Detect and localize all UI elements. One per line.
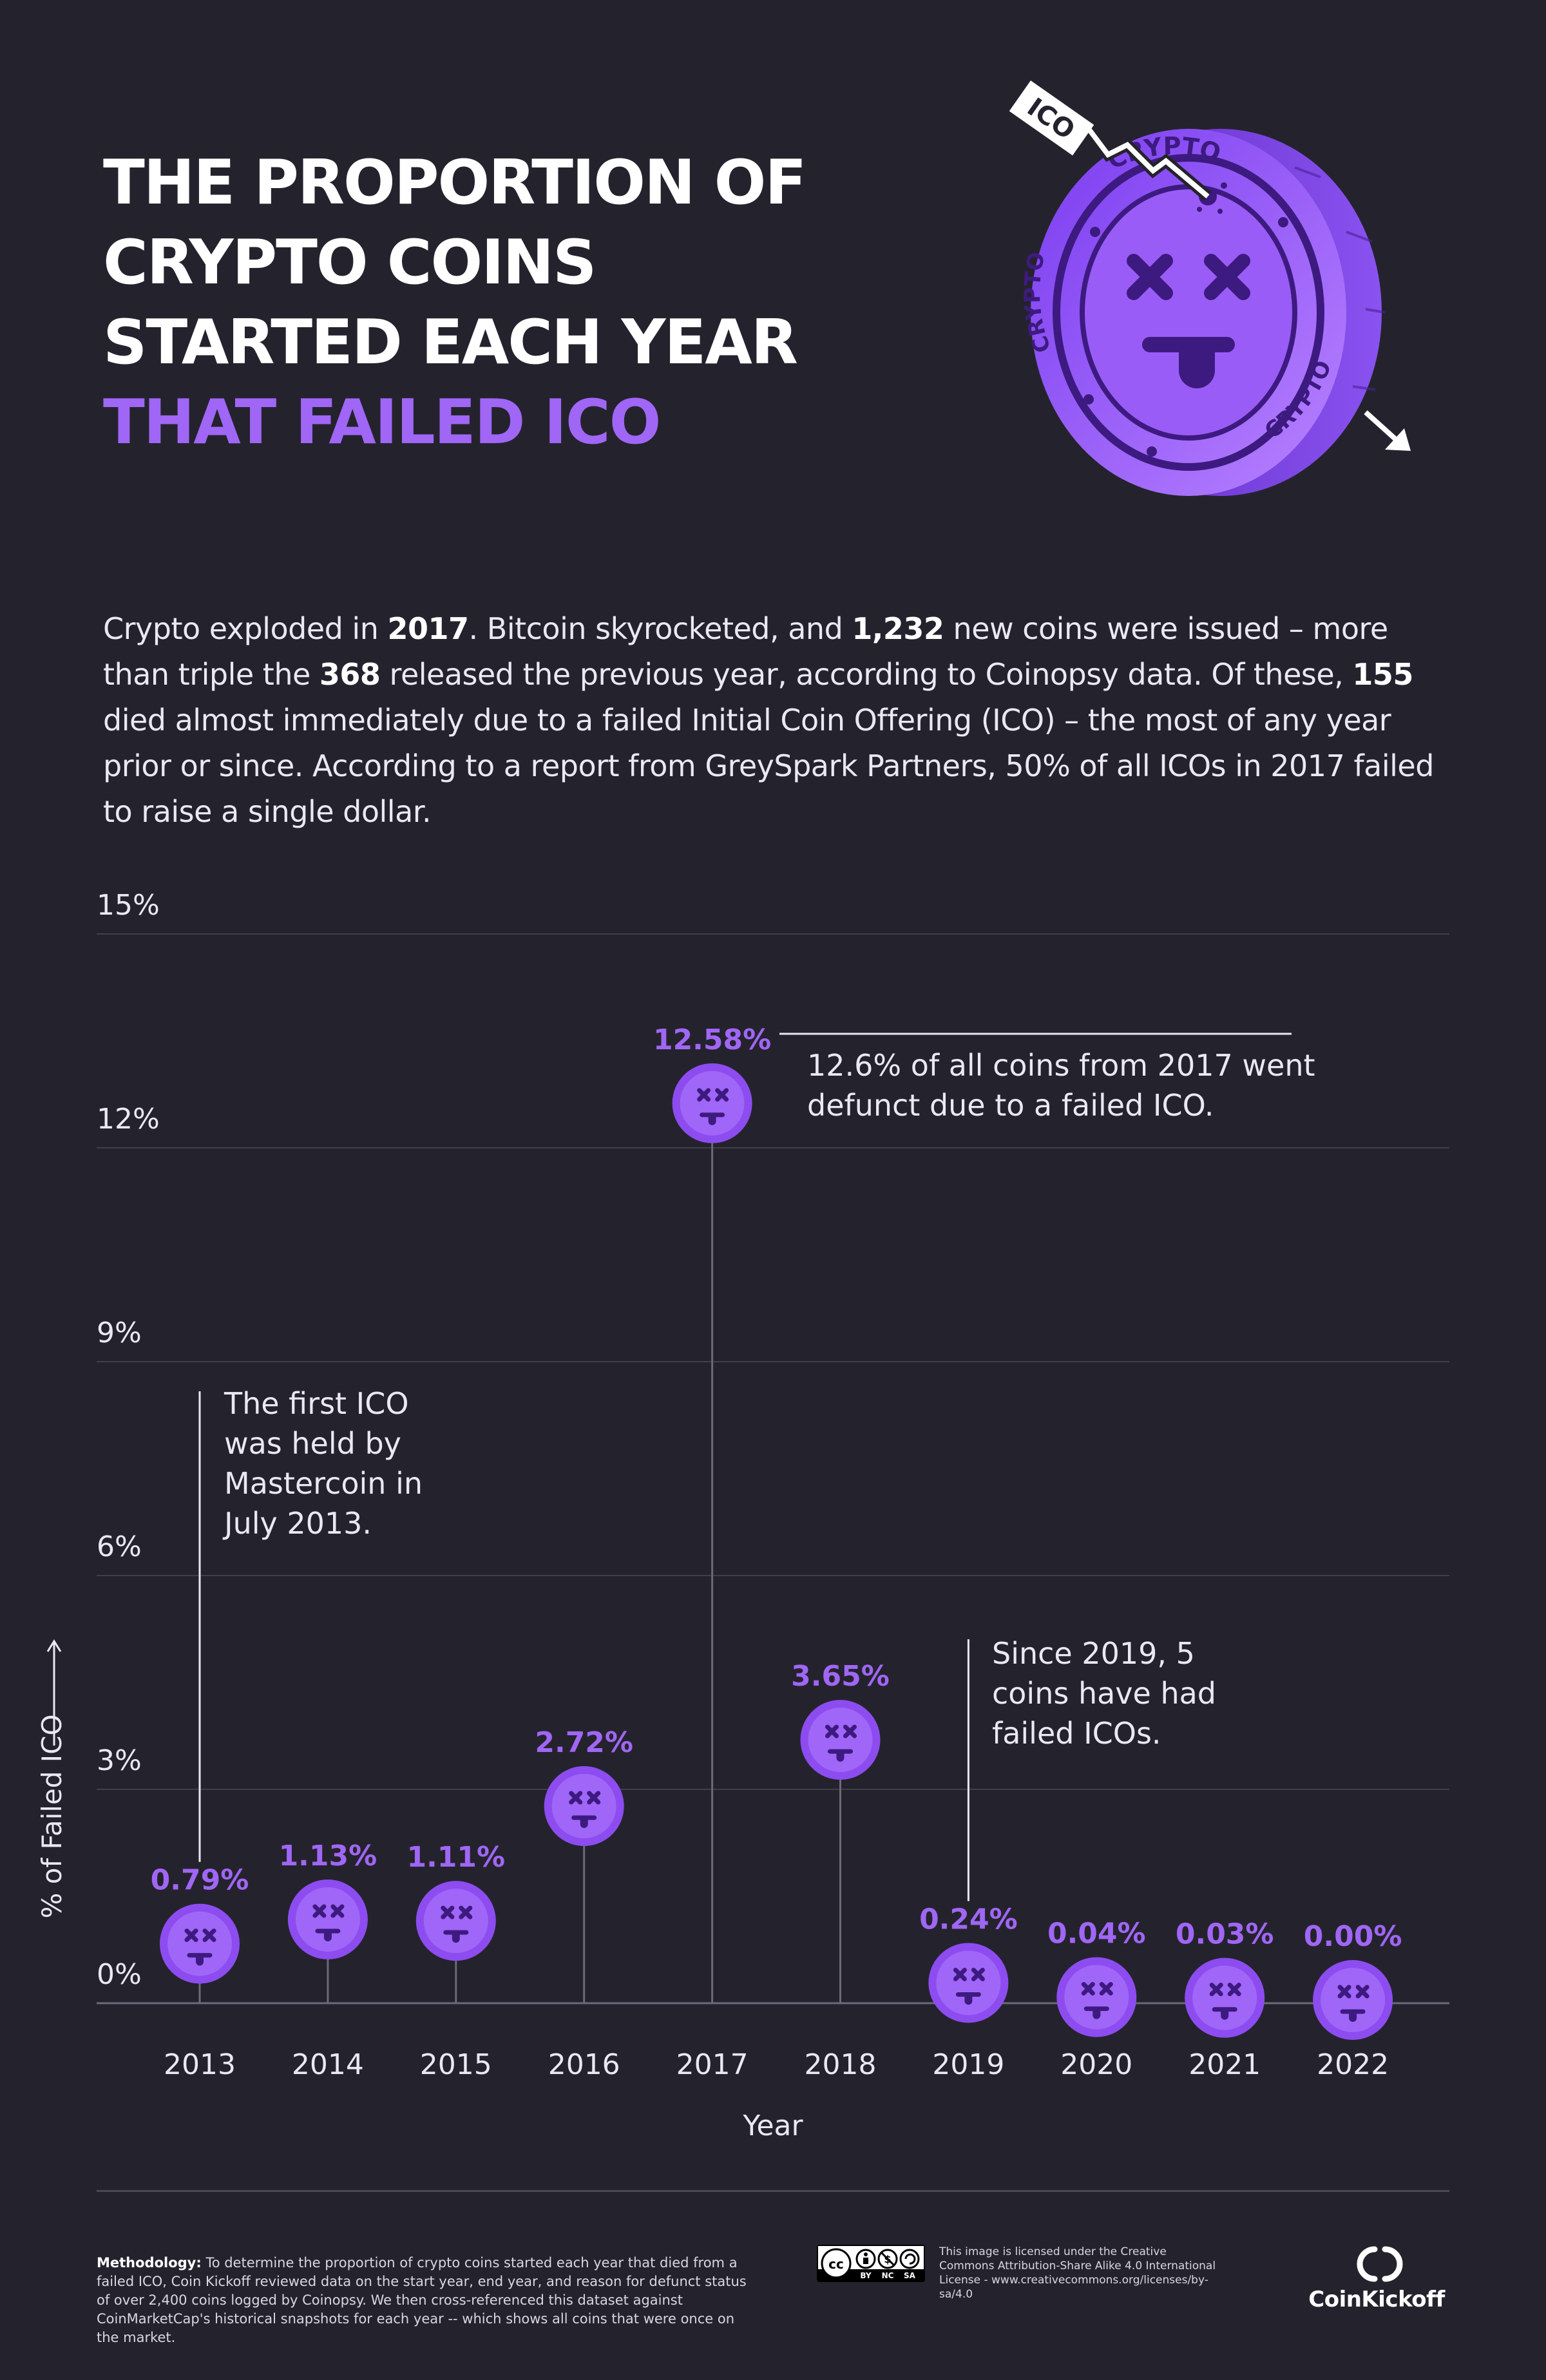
- y-axis-arrow-head-icon: [46, 1639, 62, 1652]
- data-point-face: [808, 1708, 873, 1773]
- tongue-icon: [1093, 2008, 1101, 2019]
- annotation-text: was held by: [224, 1426, 401, 1461]
- annotation-text: failed ICOs.: [992, 1716, 1161, 1751]
- page-title: THE PROPORTION OF CRYPTO COINS STARTED E…: [103, 143, 940, 462]
- methodology-note: Methodology: To determine the proportion…: [97, 2254, 754, 2347]
- license-block: cc $ BY NC SA This image is licensed und…: [817, 2245, 1216, 2301]
- brand-logo[interactable]: CoinKickoff: [1303, 2242, 1451, 2312]
- title-line-4: THAT FAILED ICO: [103, 387, 661, 458]
- data-point-face: [936, 1950, 1001, 2015]
- data-point-face: [680, 1071, 745, 1136]
- intro-text-1: Crypto exploded in: [103, 611, 388, 646]
- intro-paragraph: Crypto exploded in 2017. Bitcoin skyrock…: [103, 606, 1462, 835]
- y-axis-label: % of Failed ICO: [36, 1714, 68, 1918]
- dead-face-icon: [184, 1928, 216, 1958]
- x-tick-label: 2019: [932, 2048, 1004, 2081]
- y-tick-label: 15%: [97, 889, 160, 922]
- tongue-icon: [452, 1932, 460, 1943]
- x-tick-label: 2017: [676, 2048, 749, 2081]
- brand-name: CoinKickoff: [1308, 2287, 1445, 2312]
- tongue-icon: [708, 1114, 716, 1125]
- x-tick-label: 2020: [1060, 2048, 1132, 2081]
- tongue-icon: [580, 1817, 588, 1828]
- intro-bold-died: 155: [1352, 657, 1413, 692]
- falling-ico-arrow-icon: ICO: [1009, 81, 1411, 451]
- title-line-3: STARTED EACH YEAR: [103, 307, 798, 378]
- by-badge-text: BY: [860, 2271, 871, 2280]
- annotation-text: Mastercoin in: [224, 1466, 423, 1501]
- failed-ico-chart: 0% 3% 6% 9% 12% 15% % of Failed ICO Year The fir…: [36, 889, 1449, 2142]
- x-tick-label: 2016: [548, 2048, 620, 2081]
- x-tick-label: 2022: [1317, 2048, 1389, 2081]
- intro-text-3: new coins were issued – more than triple…: [103, 611, 1388, 692]
- x-tick-label: 2021: [1188, 2048, 1261, 2081]
- annotation-text: 12.6% of all coins from 2017 went: [807, 1048, 1315, 1083]
- annotation-text: July 2013.: [222, 1506, 372, 1541]
- y-tick-label: 6%: [97, 1530, 142, 1563]
- x-tick-label: 2015: [420, 2048, 492, 2081]
- intro-text-4: released the previous year, according to…: [380, 657, 1353, 692]
- data-label: 2.72%: [535, 1726, 633, 1759]
- data-point-face: [1321, 1968, 1386, 2032]
- title-line-2: CRYPTO COINS: [103, 227, 596, 298]
- tongue-icon: [1221, 2009, 1229, 2020]
- intro-bold-new-coins: 1,232: [852, 611, 944, 646]
- sa-icon: [899, 2249, 920, 2269]
- data-point-face: [1064, 1965, 1129, 2030]
- data-label: 3.65%: [791, 1660, 890, 1693]
- data-label: 0.00%: [1304, 1920, 1402, 1953]
- data-label: 0.03%: [1176, 1918, 1274, 1951]
- methodology-label: Methodology:: [97, 2255, 202, 2271]
- data-label: 1.13%: [279, 1840, 377, 1872]
- dead-face-icon: [1209, 1983, 1241, 2012]
- y-tick-label: 3%: [97, 1744, 142, 1777]
- y-tick-label: 0%: [97, 1958, 142, 1991]
- annotation-text: Since 2019, 5: [992, 1636, 1195, 1671]
- cc-badge-text: cc: [828, 2256, 844, 2272]
- tongue-icon: [196, 1955, 204, 1966]
- data-label: 0.79%: [151, 1864, 249, 1897]
- dead-face-icon: [1081, 1982, 1113, 2012]
- sa-badge-text: SA: [904, 2271, 916, 2280]
- intro-text-5: died almost immediately due to a failed …: [103, 703, 1434, 829]
- title-line-1: THE PROPORTION OF: [103, 148, 806, 218]
- x-axis-label: Year: [742, 2109, 803, 2142]
- cc-by-nc-sa-badge[interactable]: cc $ BY NC SA: [817, 2245, 925, 2282]
- dead-coin-illustration: CRYPTO CRYPTO CRYPTO ICO: [1009, 81, 1411, 496]
- footer-divider: [97, 2190, 1449, 2192]
- y-tick-label: 12%: [97, 1103, 160, 1136]
- tongue-icon: [1349, 2012, 1357, 2022]
- data-point-face: [1192, 1965, 1257, 2030]
- data-point-face: [295, 1887, 360, 1952]
- data-label: 1.11%: [406, 1841, 505, 1874]
- y-tick-label: 9%: [97, 1317, 142, 1349]
- tongue-icon: [323, 1930, 332, 1941]
- x-eyes-icon: [1127, 254, 1250, 300]
- x-tick-label: 2018: [805, 2048, 877, 2081]
- tongue-icon: [964, 1994, 973, 2005]
- cc-icon: [821, 2248, 852, 2279]
- dead-face-icon: [825, 1724, 857, 1754]
- data-point-face: [167, 1911, 232, 1976]
- annotation-text: The first ICO: [224, 1386, 409, 1421]
- methodology-text: To determine the proportion of crypto co…: [97, 2255, 747, 2345]
- tongue-icon: [836, 1751, 845, 1762]
- data-label: 0.04%: [1047, 1918, 1146, 1950]
- annotation-text: coins have had: [992, 1676, 1216, 1711]
- intro-bold-2017: 2017: [387, 611, 469, 646]
- x-tick-label: 2013: [164, 2048, 236, 2081]
- intro-text-2: . Bitcoin skyrocketed, and: [468, 611, 852, 646]
- coinkickoff-logo-icon: [1357, 2246, 1403, 2282]
- annotation-text: defunct due to a failed ICO.: [807, 1088, 1214, 1123]
- license-text[interactable]: This image is licensed under the Creativ…: [939, 2245, 1216, 2301]
- intro-bold-previous-year: 368: [319, 657, 381, 692]
- x-tick-label: 2014: [292, 2048, 364, 2081]
- data-label: 12.58%: [653, 1023, 771, 1056]
- data-label: 0.24%: [919, 1903, 1018, 1936]
- nc-badge-text: NC: [882, 2271, 894, 2280]
- data-point-face: [551, 1773, 616, 1838]
- dead-face-icon: [569, 1791, 601, 1820]
- data-point-face: [423, 1889, 488, 1954]
